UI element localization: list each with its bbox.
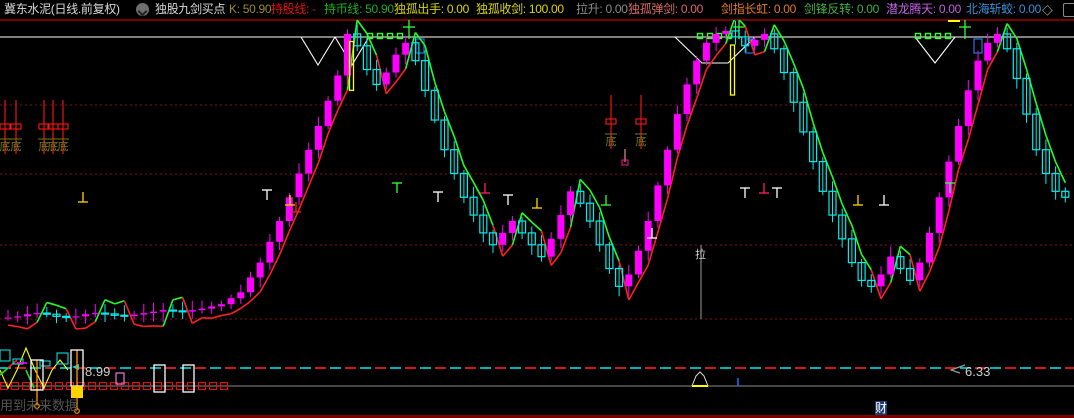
svg-text:8.99: 8.99 <box>85 364 110 379</box>
svg-text:拉: 拉 <box>695 247 706 261</box>
svg-text:底: 底 <box>0 139 11 153</box>
svg-text:底: 底 <box>11 139 22 153</box>
svg-text:底: 底 <box>58 139 69 153</box>
svg-text:底: 底 <box>606 134 617 148</box>
svg-text:底: 底 <box>636 134 647 148</box>
svg-text:用到未来数据: 用到未来数据 <box>0 398 78 413</box>
svg-text:6.33: 6.33 <box>965 364 990 379</box>
